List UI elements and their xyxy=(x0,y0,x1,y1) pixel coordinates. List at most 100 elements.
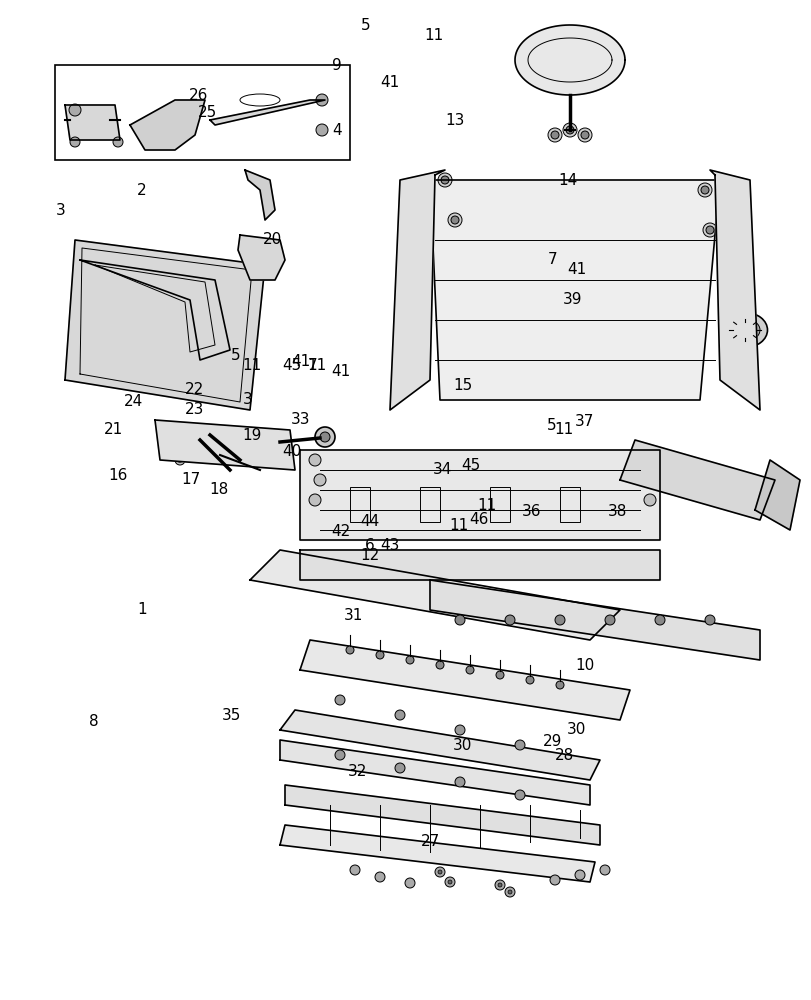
Circle shape xyxy=(551,131,558,139)
Text: 33: 33 xyxy=(290,412,310,428)
Bar xyxy=(55,65,350,160)
Text: 27: 27 xyxy=(420,834,440,849)
Text: 5: 5 xyxy=(230,348,240,362)
Text: 6: 6 xyxy=(364,538,374,552)
Circle shape xyxy=(435,867,444,877)
Circle shape xyxy=(705,226,713,234)
Bar xyxy=(489,487,509,522)
Circle shape xyxy=(406,656,414,664)
Text: 45: 45 xyxy=(461,458,480,473)
Circle shape xyxy=(217,430,222,434)
Text: 22: 22 xyxy=(185,382,204,397)
Ellipse shape xyxy=(722,312,766,348)
Circle shape xyxy=(169,440,180,450)
Circle shape xyxy=(375,872,384,882)
Text: 34: 34 xyxy=(432,462,452,478)
Circle shape xyxy=(448,213,461,227)
Text: 39: 39 xyxy=(562,292,581,308)
Text: 21: 21 xyxy=(104,422,123,438)
Circle shape xyxy=(437,173,452,187)
Circle shape xyxy=(704,615,714,625)
Circle shape xyxy=(497,883,501,887)
Circle shape xyxy=(466,666,474,674)
Circle shape xyxy=(554,615,564,625)
Circle shape xyxy=(394,763,405,773)
Circle shape xyxy=(225,430,234,440)
Circle shape xyxy=(547,128,561,142)
Text: 41: 41 xyxy=(566,262,586,277)
Text: 3: 3 xyxy=(242,392,252,408)
Circle shape xyxy=(495,880,504,890)
Text: 40: 40 xyxy=(282,444,302,460)
Polygon shape xyxy=(514,25,624,95)
Text: 7: 7 xyxy=(307,358,317,372)
Circle shape xyxy=(454,615,465,625)
Circle shape xyxy=(314,474,325,486)
Polygon shape xyxy=(210,100,324,125)
Text: 30: 30 xyxy=(453,737,472,752)
Circle shape xyxy=(514,740,525,750)
Text: 11: 11 xyxy=(424,28,444,43)
Text: 11: 11 xyxy=(307,358,326,372)
Circle shape xyxy=(70,137,80,147)
Circle shape xyxy=(315,94,328,106)
Text: 36: 36 xyxy=(521,504,541,520)
Text: 19: 19 xyxy=(242,428,261,442)
Circle shape xyxy=(504,887,514,897)
Polygon shape xyxy=(430,180,719,400)
Text: 46: 46 xyxy=(469,512,488,528)
Circle shape xyxy=(335,695,345,705)
Text: 43: 43 xyxy=(380,538,399,552)
Circle shape xyxy=(315,124,328,136)
Text: 14: 14 xyxy=(558,173,577,188)
Polygon shape xyxy=(620,440,774,520)
Polygon shape xyxy=(280,740,590,805)
Circle shape xyxy=(565,126,573,134)
Text: 20: 20 xyxy=(262,232,281,247)
Circle shape xyxy=(375,651,384,659)
Polygon shape xyxy=(709,170,759,410)
Circle shape xyxy=(309,494,320,506)
Text: 41: 41 xyxy=(331,364,350,379)
Bar xyxy=(350,487,370,522)
Circle shape xyxy=(508,890,512,894)
Polygon shape xyxy=(430,580,759,660)
Text: 35: 35 xyxy=(221,708,241,722)
Text: 44: 44 xyxy=(359,514,379,530)
Text: 18: 18 xyxy=(209,483,229,497)
Text: 11: 11 xyxy=(448,518,468,532)
Polygon shape xyxy=(299,550,659,580)
Text: 41: 41 xyxy=(380,75,399,90)
Circle shape xyxy=(643,494,655,506)
Polygon shape xyxy=(250,550,620,640)
Ellipse shape xyxy=(729,319,759,341)
Circle shape xyxy=(405,878,414,888)
Circle shape xyxy=(599,865,609,875)
Ellipse shape xyxy=(137,297,172,319)
Circle shape xyxy=(394,710,405,720)
Circle shape xyxy=(260,440,270,450)
Circle shape xyxy=(496,671,504,679)
Text: 3: 3 xyxy=(56,203,66,218)
Text: 12: 12 xyxy=(359,548,379,562)
Text: 30: 30 xyxy=(566,722,586,737)
Text: 8: 8 xyxy=(88,714,98,729)
Circle shape xyxy=(436,661,444,669)
Circle shape xyxy=(178,458,182,462)
Circle shape xyxy=(335,750,345,760)
Circle shape xyxy=(549,875,560,885)
Circle shape xyxy=(574,870,584,880)
Text: 26: 26 xyxy=(189,88,208,103)
Polygon shape xyxy=(299,450,659,540)
Text: 5: 5 xyxy=(547,418,556,432)
Text: 32: 32 xyxy=(347,764,367,780)
Text: 15: 15 xyxy=(453,377,472,392)
Circle shape xyxy=(350,865,359,875)
Circle shape xyxy=(448,880,452,884)
Circle shape xyxy=(514,790,525,800)
Circle shape xyxy=(172,442,178,448)
Circle shape xyxy=(504,615,514,625)
Polygon shape xyxy=(299,640,629,720)
Text: 17: 17 xyxy=(181,473,200,488)
Polygon shape xyxy=(280,825,594,882)
